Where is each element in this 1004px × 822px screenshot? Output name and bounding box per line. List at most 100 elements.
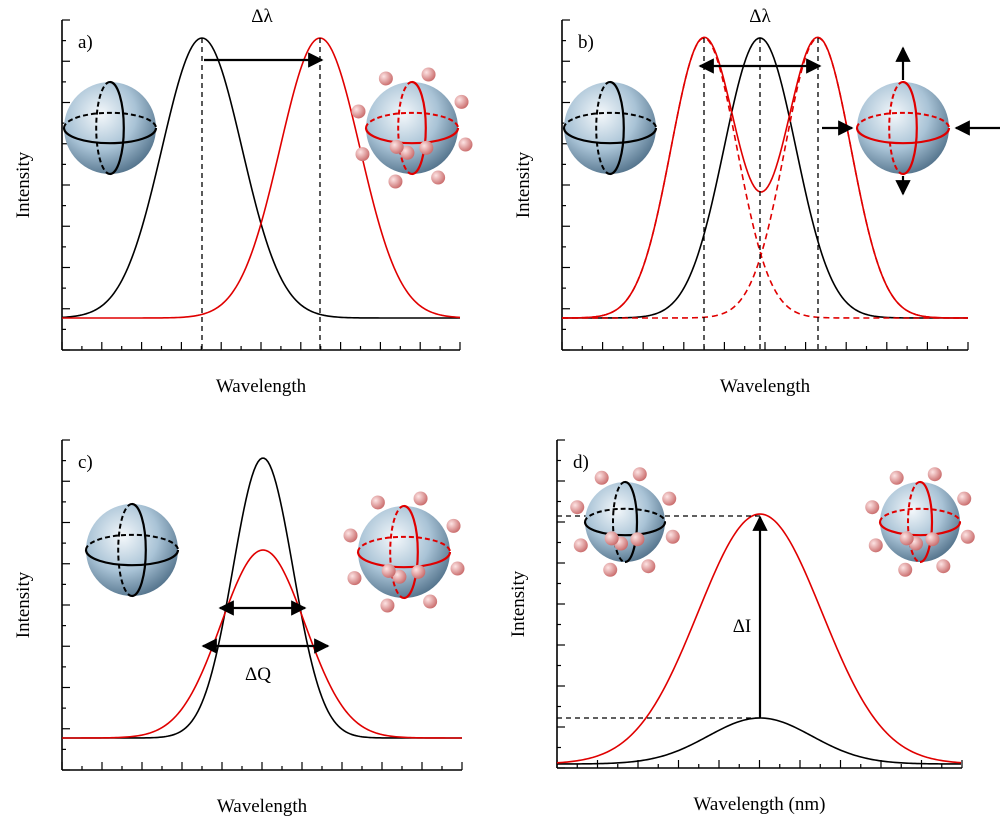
particle xyxy=(630,532,645,547)
sphere xyxy=(585,482,665,562)
equator-back xyxy=(584,507,666,523)
sphere-icon xyxy=(855,80,951,176)
meridian-front xyxy=(624,480,639,564)
particle xyxy=(347,571,362,586)
annotation: ΔQ xyxy=(245,664,271,685)
particle xyxy=(431,170,446,185)
particle xyxy=(868,538,883,553)
sphere xyxy=(64,82,156,174)
particle xyxy=(378,71,393,86)
equator-front xyxy=(62,127,158,145)
sphere xyxy=(86,504,178,596)
particle xyxy=(898,562,913,577)
panel-label: b) xyxy=(578,32,594,53)
particle xyxy=(343,528,358,543)
sphere-icon xyxy=(351,67,473,189)
particle xyxy=(632,467,647,482)
meridian-front xyxy=(411,80,427,176)
curve xyxy=(562,36,968,319)
meridian-front xyxy=(609,80,625,176)
sphere-icon xyxy=(570,467,680,577)
particle xyxy=(889,470,904,485)
curve xyxy=(556,513,962,764)
equator-front xyxy=(364,127,460,145)
particle xyxy=(641,559,656,574)
particle xyxy=(392,569,407,584)
particle xyxy=(603,562,618,577)
curve xyxy=(62,457,462,739)
equator-front xyxy=(583,521,667,537)
particle xyxy=(925,532,940,547)
particle xyxy=(665,529,680,544)
equator-back xyxy=(856,111,950,129)
curve xyxy=(562,37,968,319)
meridian-back xyxy=(595,81,611,175)
particle xyxy=(388,174,403,189)
x-axis-label: Wavelength xyxy=(720,376,811,397)
x-axis-label: Wavelength xyxy=(217,796,308,817)
x-axis-label: Wavelength xyxy=(216,376,307,397)
particle xyxy=(381,563,396,578)
meridian-front xyxy=(919,480,934,564)
meridian-back xyxy=(397,81,413,175)
particle xyxy=(573,538,588,553)
particle xyxy=(936,559,951,574)
equator-back xyxy=(563,111,657,129)
meridian-back xyxy=(389,505,405,599)
equator-back xyxy=(357,535,451,553)
particle xyxy=(419,140,434,155)
particle xyxy=(389,139,404,154)
equator-back xyxy=(365,111,459,129)
particle xyxy=(927,467,942,482)
curve xyxy=(62,37,461,319)
curve xyxy=(556,717,961,765)
meridian-front xyxy=(131,502,147,598)
particle xyxy=(413,491,428,506)
meridian-front xyxy=(109,80,125,176)
y-axis-label: Intensity xyxy=(13,571,34,638)
equator-back xyxy=(63,111,157,129)
particle xyxy=(865,500,880,515)
particle xyxy=(450,561,465,576)
particle xyxy=(957,491,972,506)
sphere xyxy=(564,82,656,174)
sphere xyxy=(880,482,960,562)
meridian-back xyxy=(95,81,111,175)
sphere-icon xyxy=(62,80,158,176)
sphere-icon xyxy=(84,502,180,598)
curve xyxy=(62,549,462,739)
particle xyxy=(411,564,426,579)
equator-front xyxy=(878,521,962,537)
particle xyxy=(421,67,436,82)
annotation: ΔI xyxy=(733,616,752,637)
annotation: Δλ xyxy=(749,6,771,27)
sphere-icon xyxy=(865,467,975,577)
particle xyxy=(604,531,619,546)
panel-label: a) xyxy=(78,32,93,53)
annotation: Δλ xyxy=(251,6,273,27)
particle xyxy=(400,145,415,160)
sphere-icon xyxy=(562,80,658,176)
particle xyxy=(351,104,366,119)
sphere-icon xyxy=(343,491,465,613)
sphere xyxy=(358,506,450,598)
meridian-back xyxy=(117,503,133,597)
particle xyxy=(454,94,469,109)
particle xyxy=(423,594,438,609)
particle xyxy=(380,598,395,613)
particle xyxy=(355,147,370,162)
equator-front xyxy=(356,551,452,569)
equator-front xyxy=(84,549,180,567)
particle xyxy=(446,518,461,533)
particle xyxy=(594,470,609,485)
meridian-front xyxy=(403,504,419,600)
meridian-back xyxy=(907,481,921,563)
sphere xyxy=(366,82,458,174)
y-axis-label: Intensity xyxy=(13,151,34,218)
meridian-back xyxy=(888,81,904,175)
meridian-front xyxy=(902,80,918,176)
layer: Wavelength Intensity a) Δλ Wavelength Intensi… xyxy=(13,6,1000,817)
y-axis-label: Intensity xyxy=(513,151,534,218)
equator-back xyxy=(85,533,179,551)
